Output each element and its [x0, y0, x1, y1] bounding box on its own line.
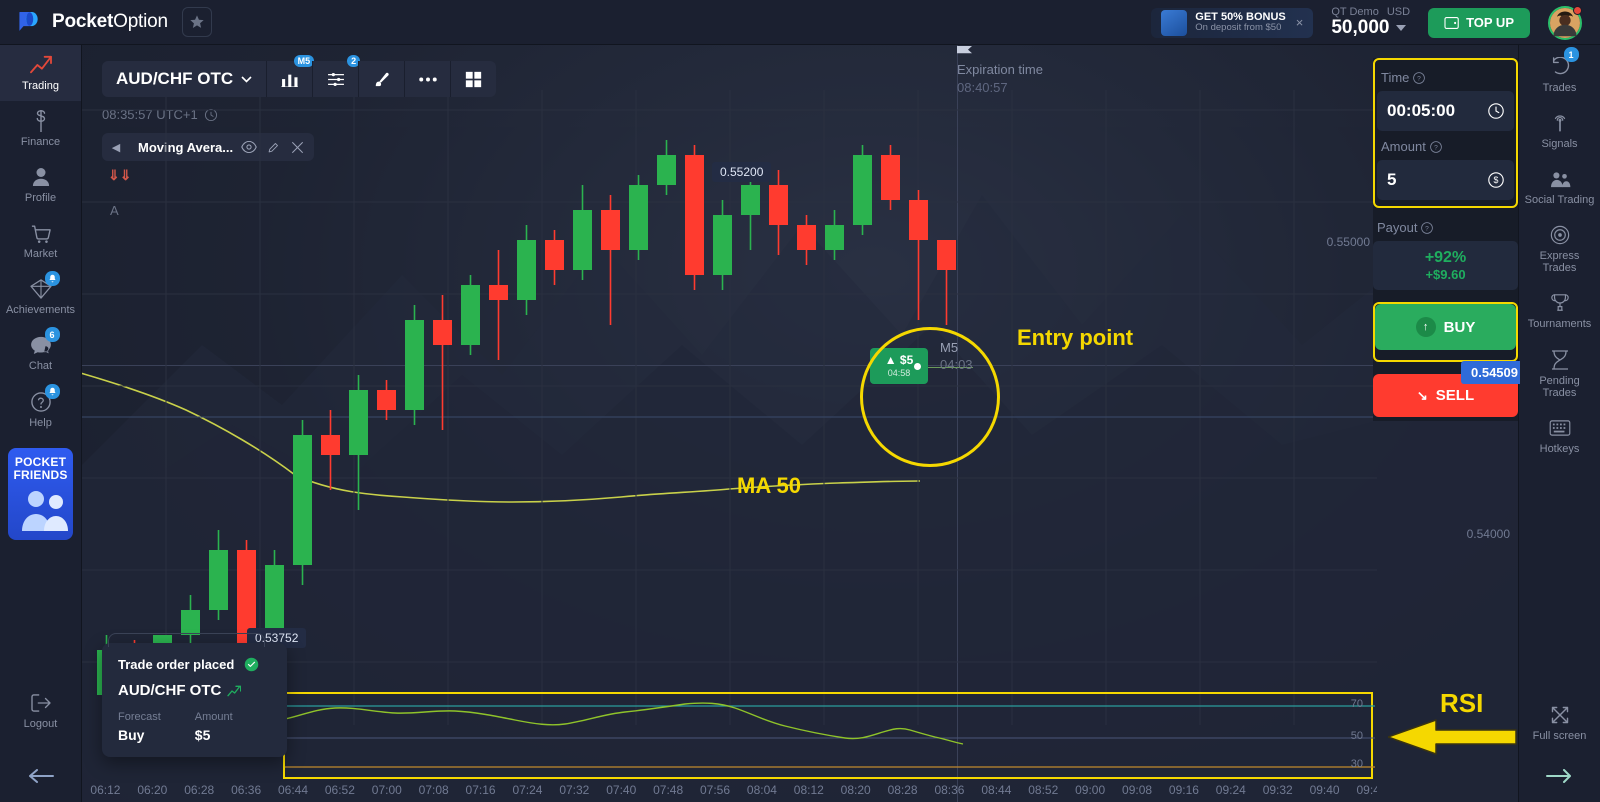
- svg-text:?: ?: [1418, 75, 1422, 82]
- svg-text:$: $: [1494, 175, 1499, 185]
- svg-text:?: ?: [1426, 225, 1430, 232]
- svg-text:?: ?: [1434, 144, 1438, 151]
